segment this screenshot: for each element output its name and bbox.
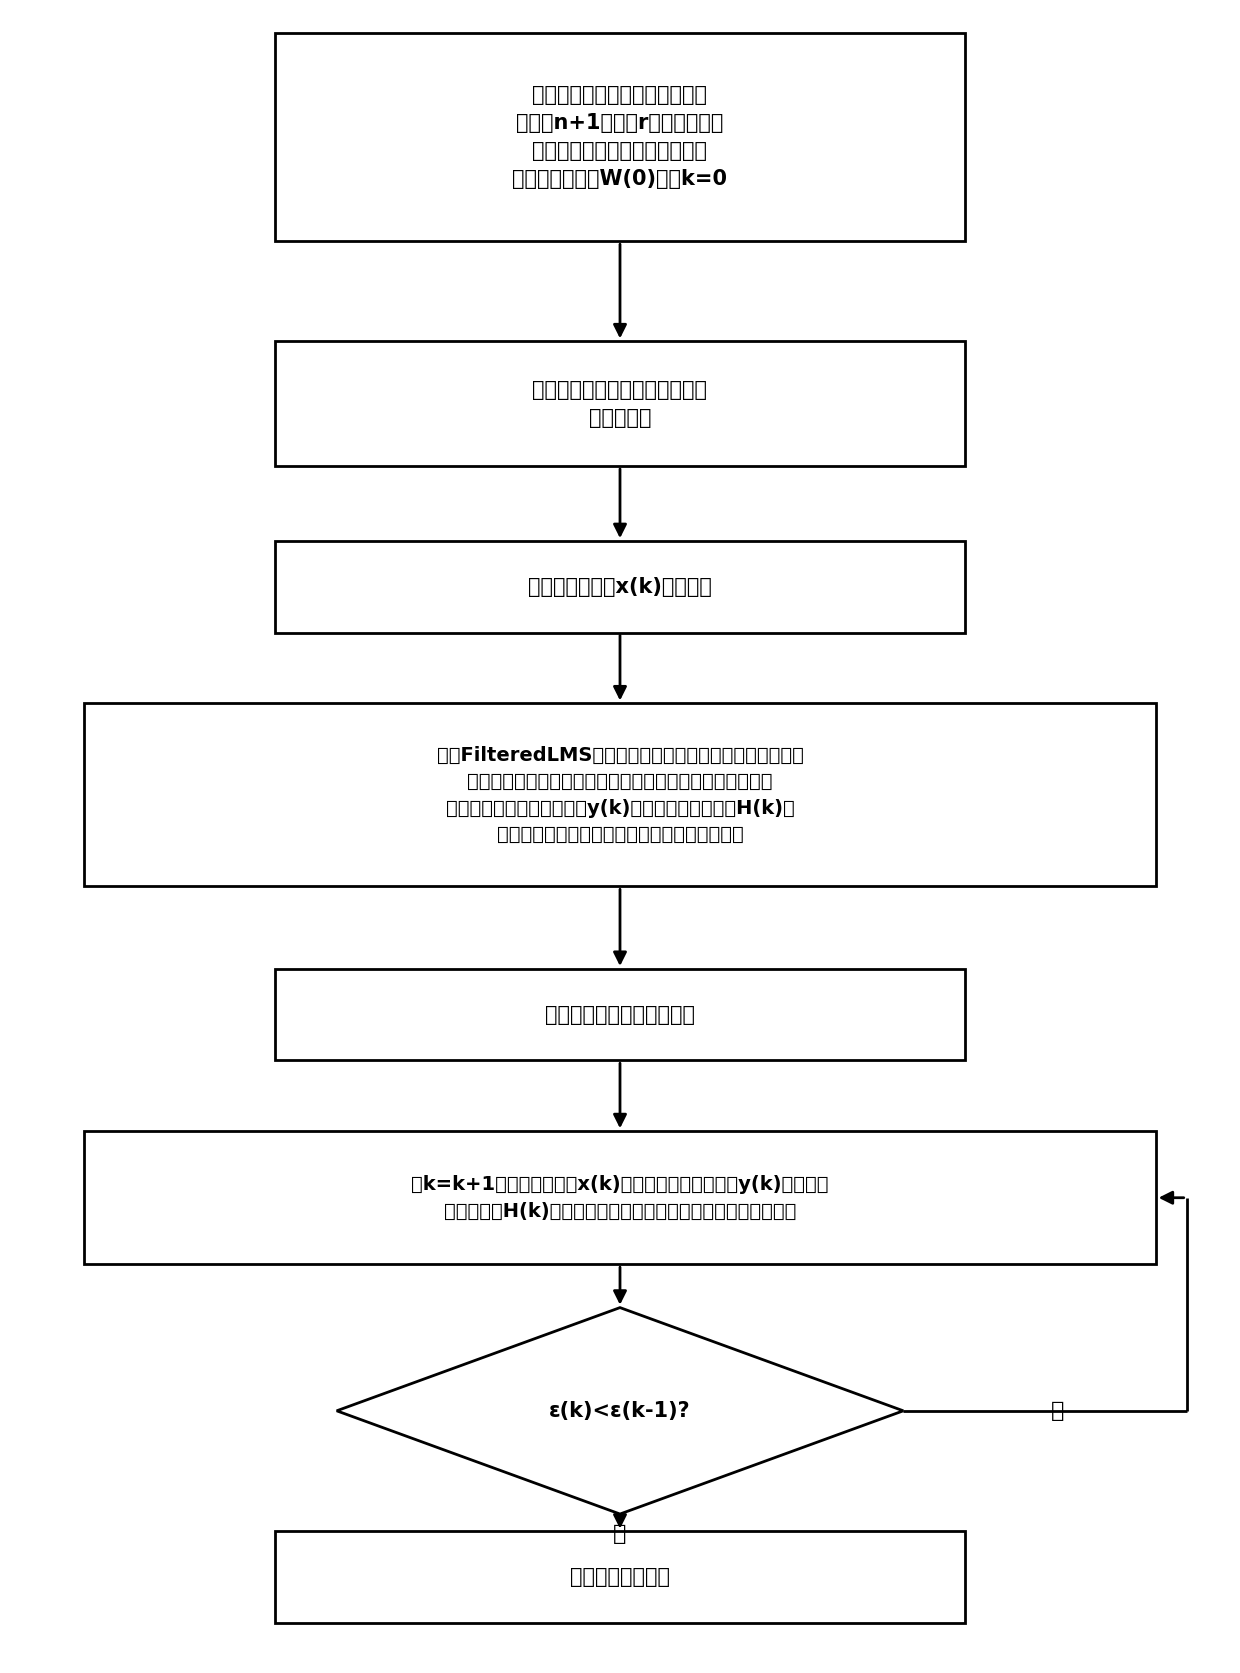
Text: 否: 否 (614, 1524, 626, 1544)
Text: 是: 是 (1052, 1400, 1064, 1420)
Text: 令k=k+1；更新输入向量x(k)；并获得新的输出信号y(k)和滤波器
的输出信号H(k)，以及实际控制器与理想控制器之间的估计误差: 令k=k+1；更新输入向量x(k)；并获得新的输出信号y(k)和滤波器 的输出信… (412, 1174, 828, 1221)
Text: 变量初始化，确定非线性滤波器
的阶数n+1、阈值r、收敛因子和
包络函数；随机给定非线性滤波
器的初始权系数W(0)，令k=0: 变量初始化，确定非线性滤波器 的阶数n+1、阈值r、收敛因子和 包络函数；随机给… (512, 85, 728, 189)
FancyBboxPatch shape (84, 1131, 1156, 1265)
FancyBboxPatch shape (275, 969, 965, 1061)
Text: 离线辨识得到超磁致伸缩作动器
的左逆模型: 离线辨识得到超磁致伸缩作动器 的左逆模型 (532, 380, 708, 428)
FancyBboxPatch shape (275, 1531, 965, 1623)
FancyBboxPatch shape (275, 33, 965, 241)
Polygon shape (337, 1308, 903, 1514)
Text: ε(k)<ε(k-1)?: ε(k)<ε(k-1)? (549, 1400, 691, 1420)
Text: 更新非线性滤波器的权系数: 更新非线性滤波器的权系数 (546, 1004, 694, 1024)
FancyBboxPatch shape (84, 703, 1156, 887)
Text: 获得最终的控制器: 获得最终的控制器 (570, 1568, 670, 1588)
FancyBboxPatch shape (275, 540, 965, 632)
Text: 将建模激励信号x(k)输入系统: 将建模激励信号x(k)输入系统 (528, 577, 712, 597)
Text: 基于FilteredLMS算法，使用两个完全相同的非线性滤波器
复制超磁致伸缩作动器的左逆模型，抵消超磁致伸缩作动器
的迟滞特性，获得输出信号y(k)和滤波器的: 基于FilteredLMS算法，使用两个完全相同的非线性滤波器 复制超磁致伸缩作… (436, 746, 804, 845)
FancyBboxPatch shape (275, 341, 965, 467)
